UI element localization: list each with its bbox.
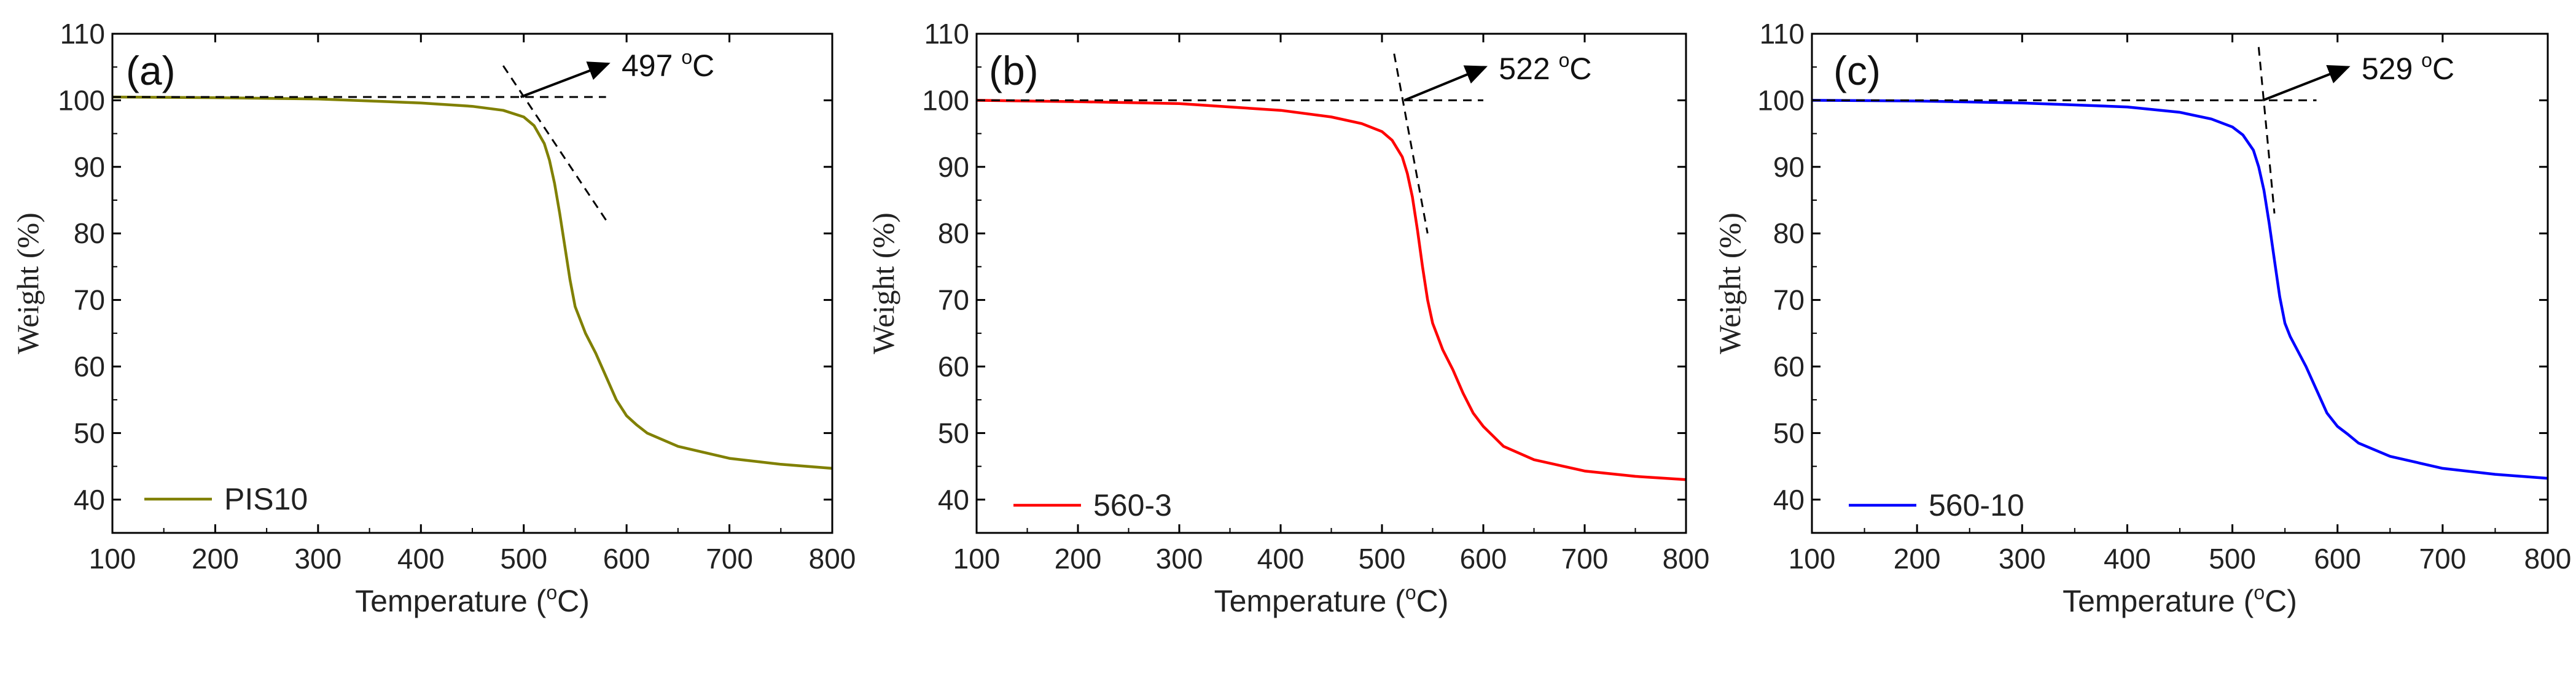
y-tick-label: 100 [1757,84,1805,116]
legend-label: 560-3 [1093,488,1172,522]
x-tick-label: 100 [1789,543,1836,575]
y-axis-title: Weight (%) [10,212,45,354]
x-tick-label: 300 [1156,543,1203,575]
y-tick-label: 90 [938,151,969,183]
x-tick-label: 500 [2209,543,2256,575]
y-tick-label: 90 [74,151,105,183]
y-tick-label: 100 [922,84,969,116]
x-tick-label: 800 [2524,543,2572,575]
tangent-dashed-line [2257,47,2276,214]
y-tick-label: 100 [58,84,105,116]
plot-frame [1811,33,2549,534]
x-tick-label: 400 [397,543,445,575]
onset-arrow [2262,64,2351,102]
series-line [976,99,1687,481]
y-tick-label: 60 [938,351,969,382]
x-tick-label: 500 [500,543,547,575]
chart-panel-3: 100 200 300 400 500 600 700 800 40 50 60 70 80 90 100 1… [1712,18,2571,618]
x-tick-label: 800 [1663,543,1710,575]
y-tick-label: 110 [1760,18,1805,50]
y-tick-label: 80 [938,217,969,249]
legend-label: PIS10 [224,482,308,516]
chart-panel-1: 100 200 300 400 500 600 700 800 40 50 60 70 80 90 100 1… [10,18,856,618]
plot-frame [975,33,1687,534]
tangent-dashed-line [502,65,607,221]
y-tick-label: 70 [1773,284,1805,316]
onset-temperature-label: 522 oC [1499,49,1591,86]
x-tick-label: 800 [809,543,856,575]
y-tick-label: 60 [74,351,105,382]
y-tick-label: 60 [1773,351,1805,382]
y-tick-label: 40 [938,484,969,516]
x-tick-label: 400 [2104,543,2151,575]
x-tick-label: 300 [294,543,342,575]
y-tick-label: 50 [1773,417,1805,449]
onset-temperature-label: 529 oC [2362,49,2454,86]
y-tick-label: 110 [924,18,969,50]
panel-label: (a) [126,48,176,93]
y-tick-label: 40 [1773,484,1805,516]
x-tick-label: 600 [603,543,650,575]
x-tick-label: 200 [1055,543,1102,575]
x-axis-title: Temperature (oC) [355,581,590,618]
tangent-dashed-line [1393,53,1429,234]
x-tick-label: 300 [1999,543,2046,575]
y-tick-label: 50 [938,417,969,449]
x-tick-label: 700 [706,543,753,575]
y-tick-label: 70 [74,284,105,316]
y-tick-label: 70 [938,284,969,316]
y-axis-title: Weight (%) [1712,212,1747,354]
y-tick-label: 40 [74,484,105,516]
x-tick-label: 100 [953,543,1001,575]
legend-label: 560-10 [1929,488,2024,522]
x-tick-label: 600 [1460,543,1507,575]
panel-label: (c) [1833,48,1881,93]
y-tick-label: 50 [74,417,105,449]
series-line [112,95,833,470]
y-tick-label: 80 [74,217,105,249]
y-axis-title: Weight (%) [866,212,900,354]
x-tick-label: 400 [1257,543,1305,575]
panel-label: (b) [989,48,1039,93]
y-tick-label: 80 [1773,217,1805,249]
x-axis-title: Temperature (oC) [2063,581,2297,618]
x-tick-label: 700 [1561,543,1609,575]
x-tick-label: 200 [1894,543,1941,575]
x-tick-label: 500 [1359,543,1406,575]
onset-arrow [520,61,611,98]
y-tick-label: 110 [60,18,105,50]
x-axis-title: Temperature (oC) [1214,581,1449,618]
series-line [1811,99,2548,480]
onset-arrow [1403,65,1488,102]
x-tick-label: 200 [192,543,239,575]
chart-panel-2: 100 200 300 400 500 600 700 800 40 50 60 70 80 90 100 1… [866,18,1709,618]
x-tick-label: 600 [2314,543,2361,575]
onset-temperature-label: 497 oC [622,46,714,83]
x-tick-label: 100 [89,543,136,575]
y-tick-label: 90 [1773,151,1805,183]
x-tick-label: 700 [2419,543,2466,575]
